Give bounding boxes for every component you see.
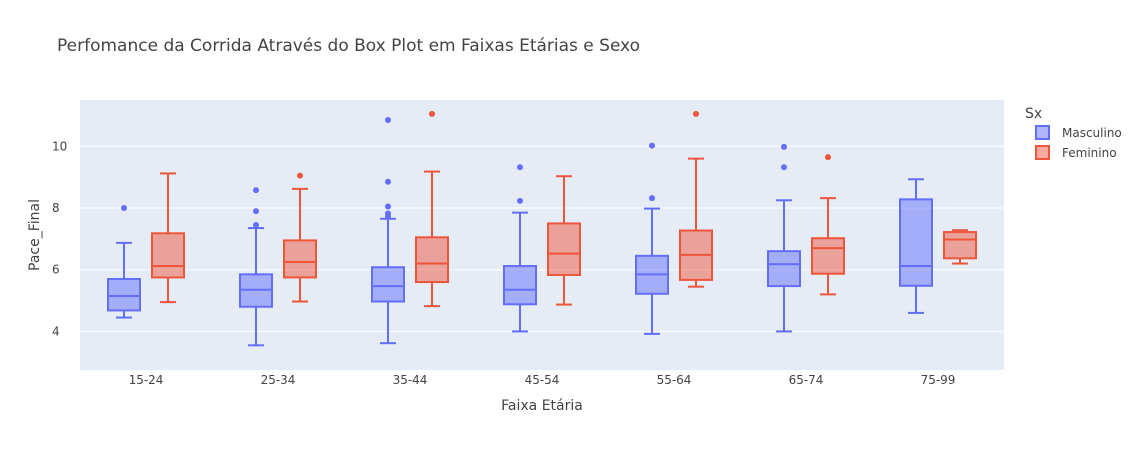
y-tick-label-1: 6 <box>52 263 60 277</box>
box-masculino-35-44 <box>371 117 405 345</box>
outlier-point-0 <box>253 221 259 228</box>
outlier-point-0 <box>297 172 303 179</box>
outlier-point-4 <box>385 117 391 124</box>
y-tick-label-0: 4 <box>52 324 60 338</box>
outlier-point-3 <box>385 178 391 185</box>
legend-swatch <box>1035 145 1050 160</box>
outlier-point-0 <box>693 110 699 117</box>
box-masculino-45-54 <box>503 164 537 333</box>
outlier-point-2 <box>253 187 259 194</box>
legend-item-masculino: Masculino <box>1035 125 1122 140</box>
x-axis-ticks: 15-24 25-34 35-44 45-54 55-64 65-74 75-99 <box>129 373 956 387</box>
outlier-point-0 <box>781 164 787 171</box>
y-tick-label-3: 10 <box>52 139 67 153</box>
x-tick-label-4: 55-64 <box>657 373 692 387</box>
legend-label: Feminino <box>1062 146 1117 160</box>
x-tick-label-1: 25-34 <box>261 373 296 387</box>
x-tick-label-3: 45-54 <box>525 373 560 387</box>
y-axis-ticks: 4 6 8 10 <box>52 139 67 338</box>
box-masculino-65-74 <box>767 143 801 333</box>
box-feminino-15-24 <box>151 172 185 304</box>
x-tick-label-6: 75-99 <box>921 373 956 387</box>
outlier-point-0 <box>825 154 831 161</box>
outlier-point-1 <box>385 210 391 217</box>
iqr-box <box>899 198 933 287</box>
iqr-box <box>811 237 845 275</box>
legend-title: Sx <box>1025 106 1042 122</box>
box-series <box>107 110 977 347</box>
legend-swatch <box>1035 125 1050 140</box>
iqr-box <box>107 277 141 312</box>
legend: Sx Masculino Feminino <box>1025 106 1122 160</box>
outlier-point-0 <box>649 195 655 202</box>
outlier-point-2 <box>385 203 391 210</box>
series-feminino <box>151 110 977 308</box>
outlier-point-1 <box>517 164 523 171</box>
box-feminino-25-34 <box>283 172 317 303</box>
gridlines <box>80 145 1004 332</box>
outlier-point-1 <box>649 142 655 149</box>
box-masculino-55-64 <box>635 142 669 335</box>
series-masculino <box>107 117 933 347</box>
outlier-point-0 <box>517 197 523 204</box>
box-feminino-35-44 <box>415 110 449 308</box>
x-tick-label-0: 15-24 <box>129 373 164 387</box>
plot-area <box>80 100 1004 370</box>
box-feminino-55-64 <box>679 110 713 288</box>
x-axis-title: Faixa Etária <box>501 398 583 414</box>
outlier-point-1 <box>781 143 787 150</box>
iqr-box <box>151 232 185 279</box>
iqr-box <box>371 266 405 303</box>
x-tick-label-2: 35-44 <box>393 373 428 387</box>
outlier-point-0 <box>429 110 435 117</box>
x-tick-label-5: 65-74 <box>789 373 824 387</box>
iqr-box <box>503 265 537 306</box>
outlier-point-1 <box>253 208 259 215</box>
iqr-box <box>943 231 977 260</box>
legend-label: Masculino <box>1062 126 1122 140</box>
y-axis-title: Pace_Final <box>27 199 43 271</box>
box-masculino-15-24 <box>107 205 141 319</box>
box-masculino-75-99 <box>899 178 933 314</box>
legend-item-feminino: Feminino <box>1035 145 1117 160</box>
box-feminino-75-99 <box>943 229 977 265</box>
box-feminino-45-54 <box>547 175 581 306</box>
iqr-box <box>415 236 449 284</box>
iqr-box <box>767 250 801 288</box>
box-feminino-65-74 <box>811 154 845 296</box>
y-tick-label-2: 8 <box>52 201 60 215</box>
box-masculino-25-34 <box>239 187 273 347</box>
iqr-box <box>283 239 317 279</box>
outlier-point-0 <box>121 205 127 211</box>
iqr-box <box>547 222 581 276</box>
chart-title: Perfomance da Corrida Através do Box Plo… <box>57 36 640 56</box>
